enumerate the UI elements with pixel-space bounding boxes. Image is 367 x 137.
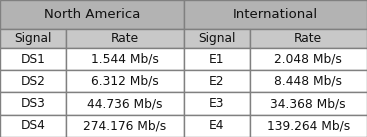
Text: E1: E1 bbox=[209, 53, 224, 66]
Bar bbox=[66, 92, 184, 115]
Text: Rate: Rate bbox=[111, 32, 139, 45]
Bar bbox=[0, 0, 184, 29]
Text: E4: E4 bbox=[209, 119, 224, 132]
Bar bbox=[184, 92, 250, 115]
Bar bbox=[0, 48, 66, 70]
Text: DS3: DS3 bbox=[21, 97, 46, 110]
Text: 2.048 Mb/s: 2.048 Mb/s bbox=[275, 53, 342, 66]
Bar bbox=[250, 92, 367, 115]
Text: DS2: DS2 bbox=[21, 75, 46, 88]
Text: 139.264 Mb/s: 139.264 Mb/s bbox=[267, 119, 350, 132]
Bar bbox=[66, 70, 184, 92]
Bar bbox=[250, 115, 367, 137]
Bar bbox=[184, 29, 250, 48]
Bar bbox=[0, 70, 66, 92]
Text: 1.544 Mb/s: 1.544 Mb/s bbox=[91, 53, 159, 66]
Text: International: International bbox=[233, 8, 318, 21]
Bar bbox=[250, 48, 367, 70]
Bar bbox=[0, 92, 66, 115]
Bar bbox=[0, 29, 66, 48]
Text: 34.368 Mb/s: 34.368 Mb/s bbox=[270, 97, 346, 110]
Text: Signal: Signal bbox=[14, 32, 52, 45]
Text: E3: E3 bbox=[209, 97, 224, 110]
Bar bbox=[184, 70, 250, 92]
Bar bbox=[66, 29, 184, 48]
Text: DS1: DS1 bbox=[21, 53, 46, 66]
Bar bbox=[66, 115, 184, 137]
Text: DS4: DS4 bbox=[21, 119, 46, 132]
Bar bbox=[184, 48, 250, 70]
Bar bbox=[184, 115, 250, 137]
Text: 44.736 Mb/s: 44.736 Mb/s bbox=[87, 97, 163, 110]
Text: Rate: Rate bbox=[294, 32, 322, 45]
Bar bbox=[250, 29, 367, 48]
Bar bbox=[0, 115, 66, 137]
Bar bbox=[250, 70, 367, 92]
Bar bbox=[66, 48, 184, 70]
Text: E2: E2 bbox=[209, 75, 224, 88]
Text: 8.448 Mb/s: 8.448 Mb/s bbox=[274, 75, 342, 88]
Text: 6.312 Mb/s: 6.312 Mb/s bbox=[91, 75, 159, 88]
Text: 274.176 Mb/s: 274.176 Mb/s bbox=[83, 119, 166, 132]
Text: Signal: Signal bbox=[198, 32, 235, 45]
Text: North America: North America bbox=[44, 8, 140, 21]
Bar bbox=[184, 0, 367, 29]
